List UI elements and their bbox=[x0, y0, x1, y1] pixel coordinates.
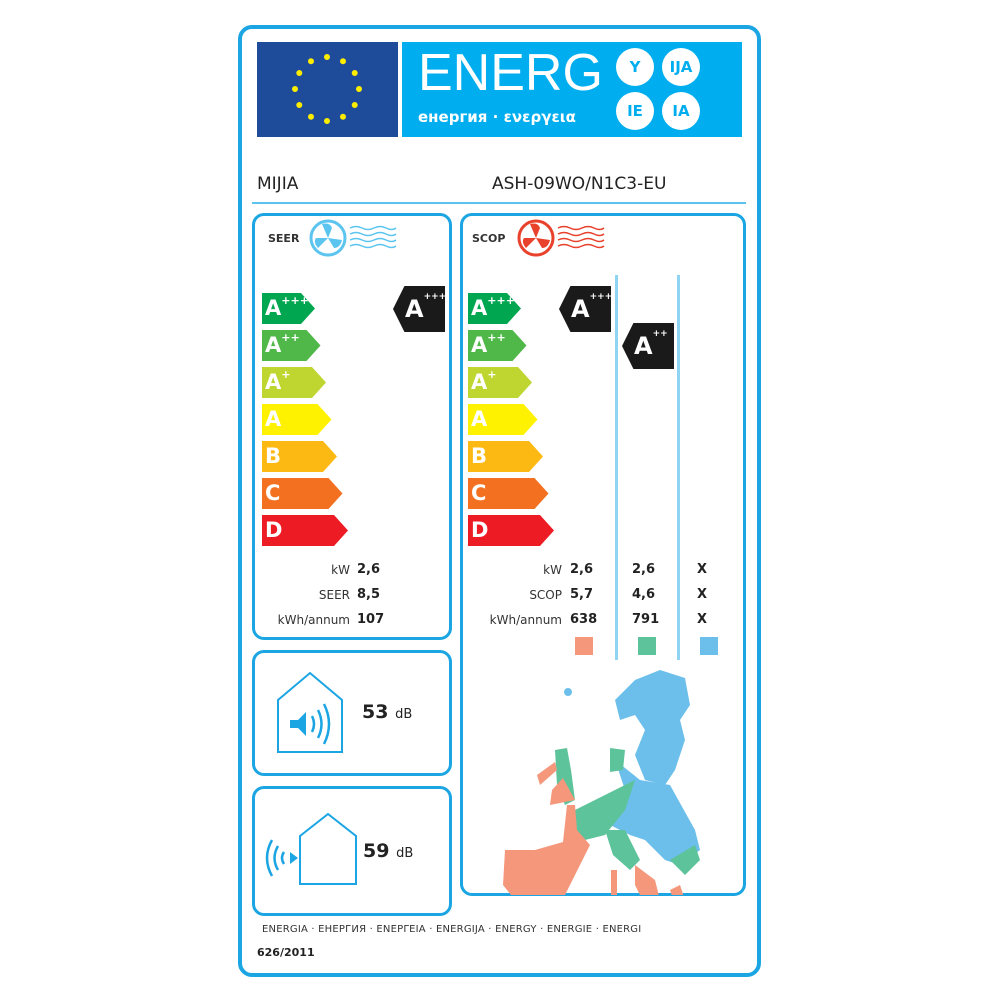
energy-word: ENERG bbox=[418, 44, 603, 102]
heating-panel bbox=[460, 213, 746, 896]
star-icon bbox=[308, 58, 314, 65]
cooling-panel bbox=[252, 213, 452, 640]
label-frame bbox=[238, 25, 761, 977]
column-divider bbox=[615, 275, 618, 660]
energy-class-bar: A+ bbox=[468, 367, 532, 398]
energy-class-bar: A++ bbox=[262, 330, 321, 361]
heating-fan-icon bbox=[517, 219, 605, 257]
heating-value: X bbox=[697, 562, 708, 577]
heating-value: 5,7 bbox=[570, 587, 594, 602]
cooling-rating-indicator: A+++ bbox=[393, 286, 445, 332]
heating-value: X bbox=[697, 612, 708, 627]
heating-label-kwh: kWh/annum bbox=[489, 613, 562, 627]
heating-label-kw: kW bbox=[543, 563, 562, 577]
heating-value: 791 bbox=[632, 612, 660, 627]
star-icon bbox=[324, 118, 330, 124]
energy-class-bar: B bbox=[262, 441, 337, 472]
cooling-value-seer: 8,5 bbox=[357, 587, 381, 602]
outdoor-noise-icon bbox=[265, 812, 357, 885]
star-icon bbox=[351, 70, 358, 76]
star-icon bbox=[296, 102, 303, 108]
heating-value: 4,6 bbox=[632, 587, 656, 602]
cooling-title: SEER bbox=[268, 232, 300, 245]
star-icon bbox=[340, 58, 346, 65]
energy-subtitle: енергия · ενεργεια bbox=[418, 108, 576, 126]
divider bbox=[252, 202, 746, 204]
eu-flag bbox=[257, 42, 398, 137]
europe-climate-map bbox=[503, 670, 700, 895]
star-icon bbox=[292, 86, 298, 92]
energy-class-bar: A+ bbox=[262, 367, 326, 398]
suffix-ia: IA bbox=[662, 92, 700, 130]
energy-class-bar: D bbox=[468, 515, 554, 546]
model-name: ASH-09WO/N1C3-EU bbox=[492, 174, 667, 194]
rating-plus: ++ bbox=[652, 329, 668, 339]
heating-rating-indicator-average: A+++ bbox=[559, 286, 611, 332]
outdoor-noise-panel bbox=[252, 786, 452, 916]
energy-class-bar: C bbox=[468, 478, 549, 509]
regulation-number: 626/2011 bbox=[257, 946, 315, 959]
star-icon bbox=[340, 113, 346, 120]
heating-label-scop: SCOP bbox=[529, 588, 562, 602]
footer-languages: ENERGIA · ЕНЕРГИЯ · ΕΝΕΡΓΕΙΑ · ENERGIJA … bbox=[262, 924, 642, 935]
cooling-value-kwh: 107 bbox=[357, 612, 385, 627]
energy-class-bar: C bbox=[262, 478, 343, 509]
climate-zone-swatch bbox=[700, 637, 718, 655]
heating-value: 2,6 bbox=[570, 562, 594, 577]
energy-class-bar: A++ bbox=[468, 330, 527, 361]
cooling-fan-icon bbox=[309, 219, 397, 257]
star-icon bbox=[356, 86, 362, 92]
cooling-label-kwh: kWh/annum bbox=[277, 613, 350, 627]
outdoor-noise-value: 59 dB bbox=[363, 840, 413, 862]
energy-header: ENERG енергия · ενεργεια Y IJA IE IA bbox=[402, 42, 742, 137]
heating-rating-indicator-colder: A++ bbox=[622, 323, 674, 369]
suffix-y: Y bbox=[616, 48, 654, 86]
cooling-label-kw: kW bbox=[331, 563, 350, 577]
cooling-value-kw: 2,6 bbox=[357, 562, 381, 577]
rating-plus: +++ bbox=[423, 292, 445, 302]
star-icon bbox=[351, 102, 358, 108]
suffix-ie: IE bbox=[616, 92, 654, 130]
heating-value: 638 bbox=[570, 612, 598, 627]
indoor-noise-panel bbox=[252, 650, 452, 776]
eu-stars-icon bbox=[292, 54, 362, 124]
rating-letter: A bbox=[634, 332, 653, 360]
indoor-noise-icon bbox=[277, 671, 343, 753]
indoor-noise-number: 53 bbox=[362, 701, 389, 723]
energy-class-bar: A bbox=[468, 404, 538, 435]
outdoor-noise-number: 59 bbox=[363, 840, 390, 862]
column-divider bbox=[677, 275, 680, 660]
rating-letter: A bbox=[571, 295, 590, 323]
star-icon bbox=[324, 54, 330, 60]
brand-name: MIJIA bbox=[257, 174, 299, 194]
rating-plus: +++ bbox=[589, 292, 611, 302]
indoor-noise-unit: dB bbox=[395, 707, 413, 722]
heating-title: SCOP bbox=[472, 232, 506, 245]
energy-class-bar: B bbox=[468, 441, 543, 472]
heating-value: 2,6 bbox=[632, 562, 656, 577]
star-icon bbox=[308, 113, 314, 120]
indoor-noise-value: 53 dB bbox=[362, 701, 412, 723]
outdoor-noise-unit: dB bbox=[396, 846, 414, 861]
energy-class-bar: A bbox=[262, 404, 332, 435]
cooling-label-seer: SEER bbox=[318, 588, 350, 602]
heating-value: X bbox=[697, 587, 708, 602]
suffix-ija: IJA bbox=[662, 48, 700, 86]
rating-letter: A bbox=[405, 295, 424, 323]
star-icon bbox=[296, 70, 303, 76]
climate-zone-swatch bbox=[638, 637, 656, 655]
energy-class-bar: D bbox=[262, 515, 348, 546]
climate-zone-swatch bbox=[575, 637, 593, 655]
